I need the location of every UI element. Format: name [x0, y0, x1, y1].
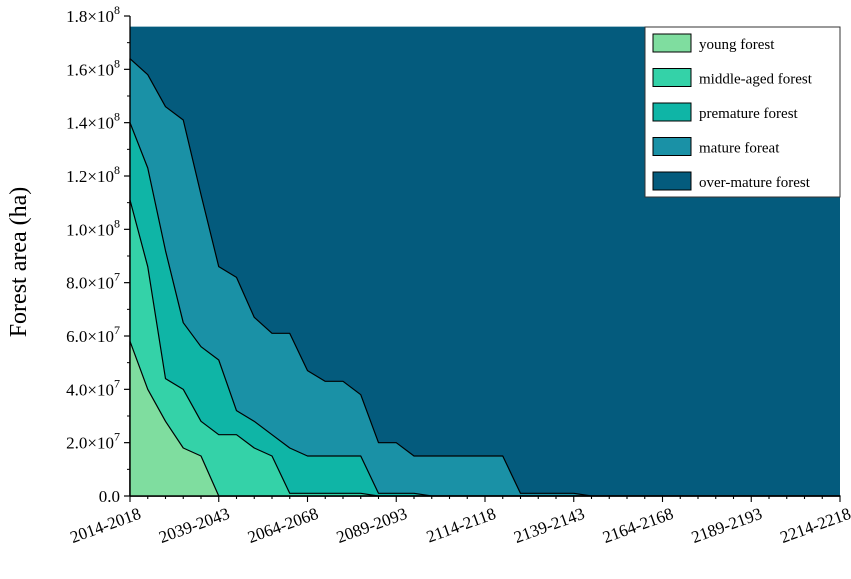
legend-swatch: [652, 137, 692, 156]
y-axis-title: Forest area (ha): [6, 187, 32, 338]
legend-label: over-mature forest: [699, 175, 811, 191]
x-tick-label: 2089-2093: [334, 504, 410, 547]
y-axis-ticks: 0.0 2.0×107 4.0×107 6.0×107 8.0×107 1.0×108 1.…: [66, 3, 130, 506]
x-tick-label: 2014-2018: [68, 504, 144, 547]
y-tick-label: 1.2×108: [66, 163, 120, 186]
y-tick-label: 4.0×107: [66, 376, 120, 399]
x-tick-label: 2114-2118: [424, 504, 499, 547]
legend-swatch: [652, 102, 692, 122]
legend-swatch: [652, 171, 692, 191]
legend-label: middle-aged forest: [699, 72, 813, 88]
x-tick-label: 2214-2218: [778, 504, 851, 547]
legend-swatch: [652, 68, 692, 87]
y-tick-label: 1.8×108: [66, 3, 120, 26]
legend-swatch: [652, 33, 692, 53]
x-tick-label: 2189-2193: [689, 504, 765, 547]
y-tick-label: 8.0×107: [66, 270, 120, 293]
y-tick-label: 0.0: [99, 487, 120, 506]
x-axis-ticks: 2014-2018 2039-2043 2064-2068 2089-2093 2114…: [68, 496, 851, 547]
legend-label: premature forest: [699, 106, 799, 122]
legend-label: mature foreat: [699, 141, 780, 157]
legend: young forest middle-aged forest premature …: [644, 26, 841, 198]
legend-label: young forest: [699, 37, 775, 53]
x-tick-label: 2039-2043: [156, 504, 232, 547]
y-tick-label: 2.0×107: [66, 430, 120, 453]
x-tick-label: 2139-2143: [511, 504, 587, 547]
y-tick-label: 1.6×108: [66, 56, 120, 79]
x-tick-label: 2064-2068: [245, 504, 321, 547]
x-tick-label: 2164-2168: [600, 504, 676, 547]
y-tick-label: 1.0×108: [66, 216, 120, 239]
y-tick-label: 1.4×108: [66, 110, 120, 133]
y-tick-label: 6.0×107: [66, 323, 120, 346]
